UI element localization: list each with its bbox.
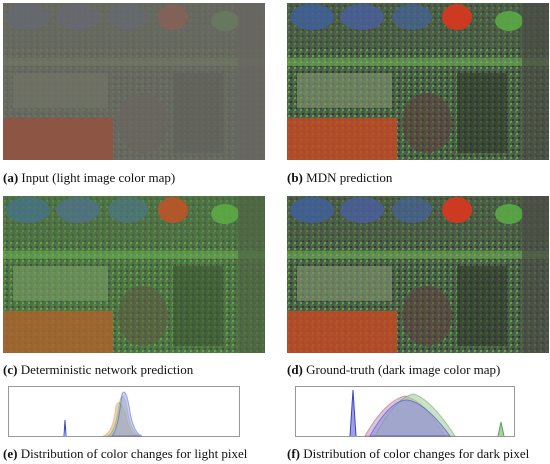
caption-label: (f) <box>287 446 300 461</box>
caption-label: (a) <box>3 170 19 185</box>
mdn-image <box>287 3 549 160</box>
caption: (b) MDN prediction <box>287 170 392 186</box>
caption: (d) Ground-truth (dark image color map) <box>287 362 500 378</box>
caption-text: Ground-truth (dark image color map) <box>306 362 501 377</box>
caption-text: MDN prediction <box>306 170 393 185</box>
dark-distribution-plot <box>295 386 515 437</box>
deterministic-image <box>3 196 265 353</box>
caption-text: Input (light image color map) <box>21 170 176 185</box>
caption-text: Distribution of color changes for dark p… <box>303 446 530 461</box>
caption: (f) Distribution of color changes for da… <box>287 446 529 462</box>
input-image <box>3 3 265 160</box>
caption: (c) Deterministic network prediction <box>3 362 193 378</box>
caption: (e) Distribution of color changes for li… <box>3 446 247 462</box>
caption-label: (d) <box>287 362 303 377</box>
caption-text: Distribution of color changes for light … <box>20 446 248 461</box>
caption-label: (b) <box>287 170 303 185</box>
caption-text: Deterministic network prediction <box>20 362 194 377</box>
caption-label: (e) <box>3 446 18 461</box>
ground-truth-image <box>287 196 549 353</box>
caption: (a) Input (light image color map) <box>3 170 175 186</box>
caption-label: (c) <box>3 362 18 377</box>
light-distribution-plot <box>8 386 240 437</box>
